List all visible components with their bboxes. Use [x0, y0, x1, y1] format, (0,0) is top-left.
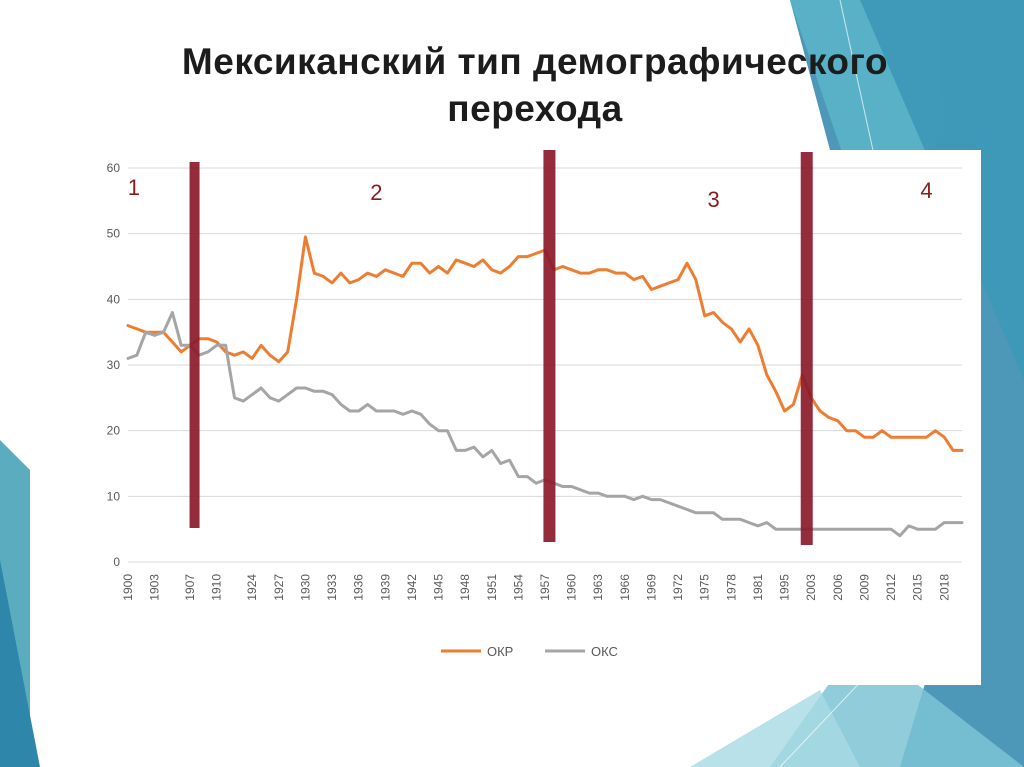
phase-label-2: 2: [370, 180, 382, 205]
x-tick-label: 1936: [352, 574, 366, 601]
x-tick-label: 2012: [884, 574, 898, 601]
chart-panel: 0 10 20 30 40 50 60 1900 1903 1907 1910 1924 1927 193…: [88, 150, 981, 685]
x-tick-label: 1957: [538, 574, 552, 601]
x-tick-label: 1903: [148, 574, 162, 601]
x-tick-label: 1963: [591, 574, 605, 601]
x-tick-label: 1951: [485, 574, 499, 601]
x-tick-label: 1948: [458, 574, 472, 601]
x-tick-label: 1930: [298, 574, 312, 601]
x-tick-label: 1981: [751, 574, 765, 601]
y-tick-label: 0: [113, 555, 120, 569]
x-tick-label: 2003: [804, 574, 818, 601]
y-tick-label: 30: [107, 358, 121, 372]
x-tick-label: 1900: [121, 574, 135, 601]
y-tick-label: 10: [107, 489, 121, 503]
x-tick-label: 1907: [183, 574, 197, 601]
x-tick-label: 1995: [778, 574, 792, 601]
x-tick-label: 1954: [511, 574, 525, 601]
slide-title: Мексиканский тип демографического перехо…: [100, 38, 970, 132]
phase-label-1: 1: [128, 175, 140, 200]
x-tick-label: 1975: [698, 574, 712, 601]
x-tick-label: 1933: [325, 574, 339, 601]
y-tick-label: 40: [107, 292, 121, 306]
y-tick-label: 20: [107, 424, 121, 438]
x-tick-label: 1972: [671, 574, 685, 601]
phase-divider-3: [800, 152, 813, 545]
x-tick-label: 1978: [724, 574, 738, 601]
phase-divider-1: [189, 162, 200, 528]
slide-title-line-1: Мексиканский тип демографического: [181, 41, 889, 82]
legend-label-okr: ОКР: [487, 644, 513, 659]
slide-title-line-2: перехода: [447, 88, 623, 129]
x-tick-label: 1939: [378, 574, 392, 601]
x-tick-label: 2018: [937, 574, 951, 601]
x-tick-label: 1966: [618, 574, 632, 601]
phase-divider-2: [543, 150, 556, 542]
x-tick-label: 1924: [245, 574, 259, 601]
phase-label-3: 3: [707, 187, 719, 212]
line-chart: 0 10 20 30 40 50 60 1900 1903 1907 1910 1924 1927 193…: [107, 150, 964, 659]
y-tick-label: 50: [107, 227, 121, 241]
y-tick-label: 60: [107, 161, 121, 175]
phase-label-4: 4: [920, 178, 932, 203]
x-tick-label: 1910: [210, 574, 224, 601]
x-tick-label: 2009: [857, 574, 871, 601]
x-tick-label: 1942: [405, 574, 419, 601]
x-tick-label: 2006: [831, 574, 845, 601]
x-tick-label: 1927: [272, 574, 286, 601]
x-tick-label: 1960: [565, 574, 579, 601]
x-tick-label: 2015: [911, 574, 925, 601]
x-tick-label: 1945: [432, 574, 446, 601]
legend-label-oks: ОКС: [591, 644, 618, 659]
x-tick-label: 1969: [644, 574, 658, 601]
